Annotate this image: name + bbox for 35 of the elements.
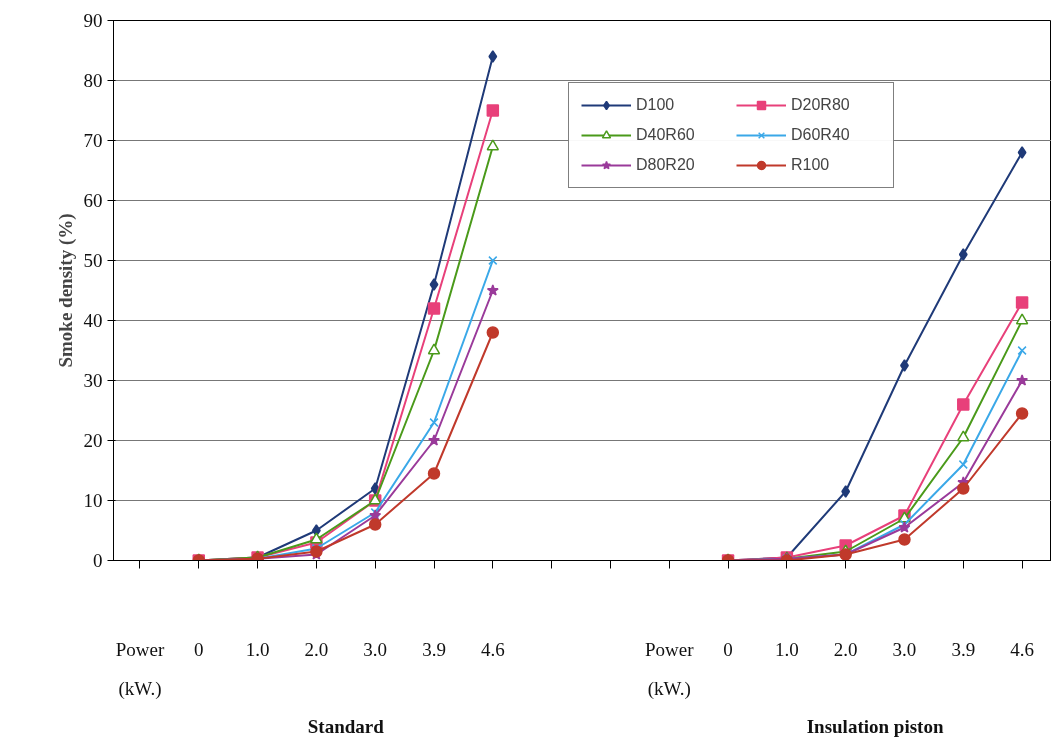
y-tick-label: 40 [83, 310, 103, 331]
legend-label: D100 [636, 96, 676, 114]
x-tick-label: 4.6 [480, 638, 505, 660]
y-tick-label: 60 [83, 190, 103, 211]
y-tick-label: 50 [83, 250, 103, 271]
x-tick-label: 3.0 [363, 638, 388, 660]
x-tick-label: 3.0 [892, 638, 917, 660]
x-tick-label: 2.0 [833, 638, 858, 660]
x-tick-label: 1.0 [774, 638, 799, 660]
y-axis-title: Smoke density (%) [54, 213, 77, 368]
x-tick-label: 4.6 [1010, 638, 1034, 660]
y-tick-label: 80 [83, 70, 103, 91]
x-tick-label: Power [115, 638, 165, 660]
y-tick-label: 0 [93, 550, 103, 571]
legend-label: R100 [791, 156, 831, 174]
text: (kW.) [647, 678, 691, 700]
x-tick-label: 3.9 [951, 638, 976, 660]
y-tick-label: 20 [83, 430, 103, 451]
y-tick-label: 90 [83, 10, 103, 31]
text: Standard [307, 716, 385, 738]
x-tick-label: 0 [723, 638, 733, 660]
y-tick-label: 10 [83, 490, 103, 511]
x-tick-label: 3.9 [422, 638, 446, 660]
x-tick-label: Power [644, 638, 695, 660]
x-tick-label: 2.0 [304, 638, 329, 660]
legend-label: D60R40 [791, 126, 851, 144]
legend-label: D20R80 [791, 96, 851, 114]
text: Insulation piston [806, 716, 944, 738]
text: (kW.) [118, 678, 162, 700]
legend-label: D40R60 [636, 126, 696, 144]
legend-label: D80R20 [636, 156, 696, 174]
x-tick-label: 1.0 [245, 638, 270, 660]
x-tick-label: 0 [194, 638, 204, 660]
y-tick-label: 30 [83, 370, 103, 391]
y-tick-label: 70 [83, 130, 103, 151]
